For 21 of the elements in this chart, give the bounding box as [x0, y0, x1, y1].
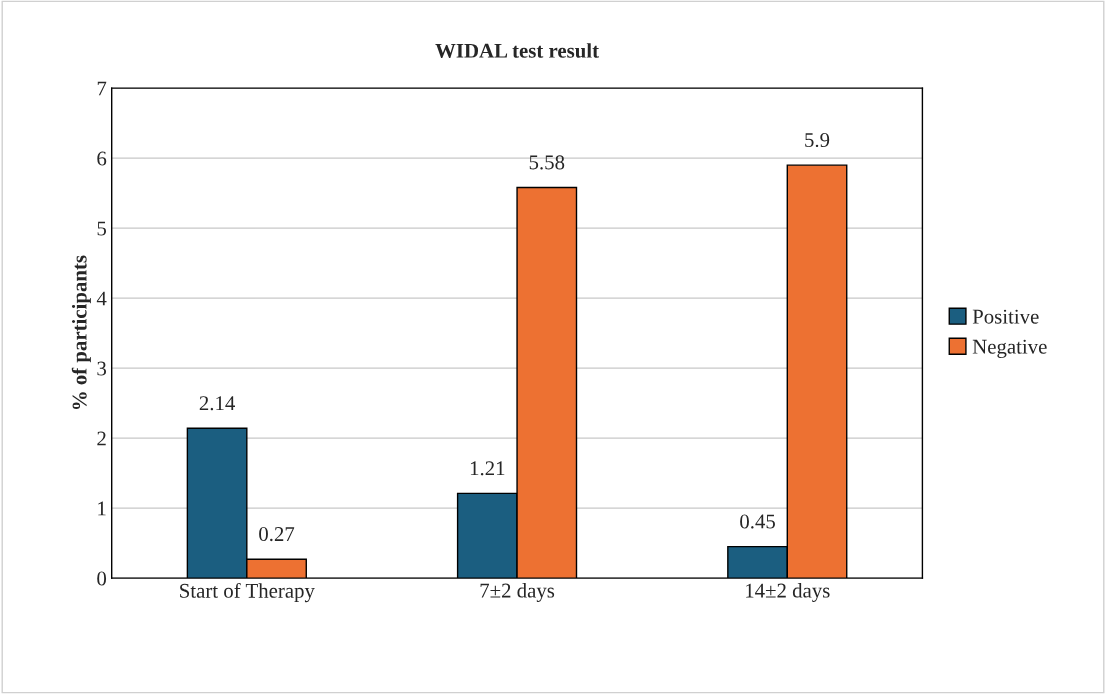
data-label: 5.9: [805, 133, 830, 148]
data-label: 5.58: [529, 155, 565, 170]
x-tick-label: Start of Therapy: [180, 582, 315, 603]
x-tick-label: 14±2 days: [746, 582, 830, 602]
data-label: 1.21: [470, 461, 505, 476]
y-tick-label: 0: [97, 571, 107, 586]
y-axis-title: % of participants: [71, 255, 91, 410]
y-tick-label: 1: [98, 501, 106, 516]
data-label: 0.45: [740, 514, 775, 529]
y-tick-label: 5: [97, 221, 107, 236]
chart-title: WIDAL test result: [435, 43, 599, 58]
legend-label: Negative: [972, 339, 1047, 358]
x-tick-label: 7±2 days: [480, 582, 555, 602]
data-label: 0.27: [259, 527, 295, 542]
data-label: 2.14: [199, 396, 235, 411]
y-tick-label: 2: [97, 431, 106, 446]
y-tick-label: 7: [97, 81, 107, 96]
legend-label: Positive: [972, 309, 1039, 324]
y-tick-label: 3: [97, 361, 107, 376]
y-tick-label: 6: [97, 151, 107, 166]
y-tick-label: 4: [96, 291, 107, 306]
